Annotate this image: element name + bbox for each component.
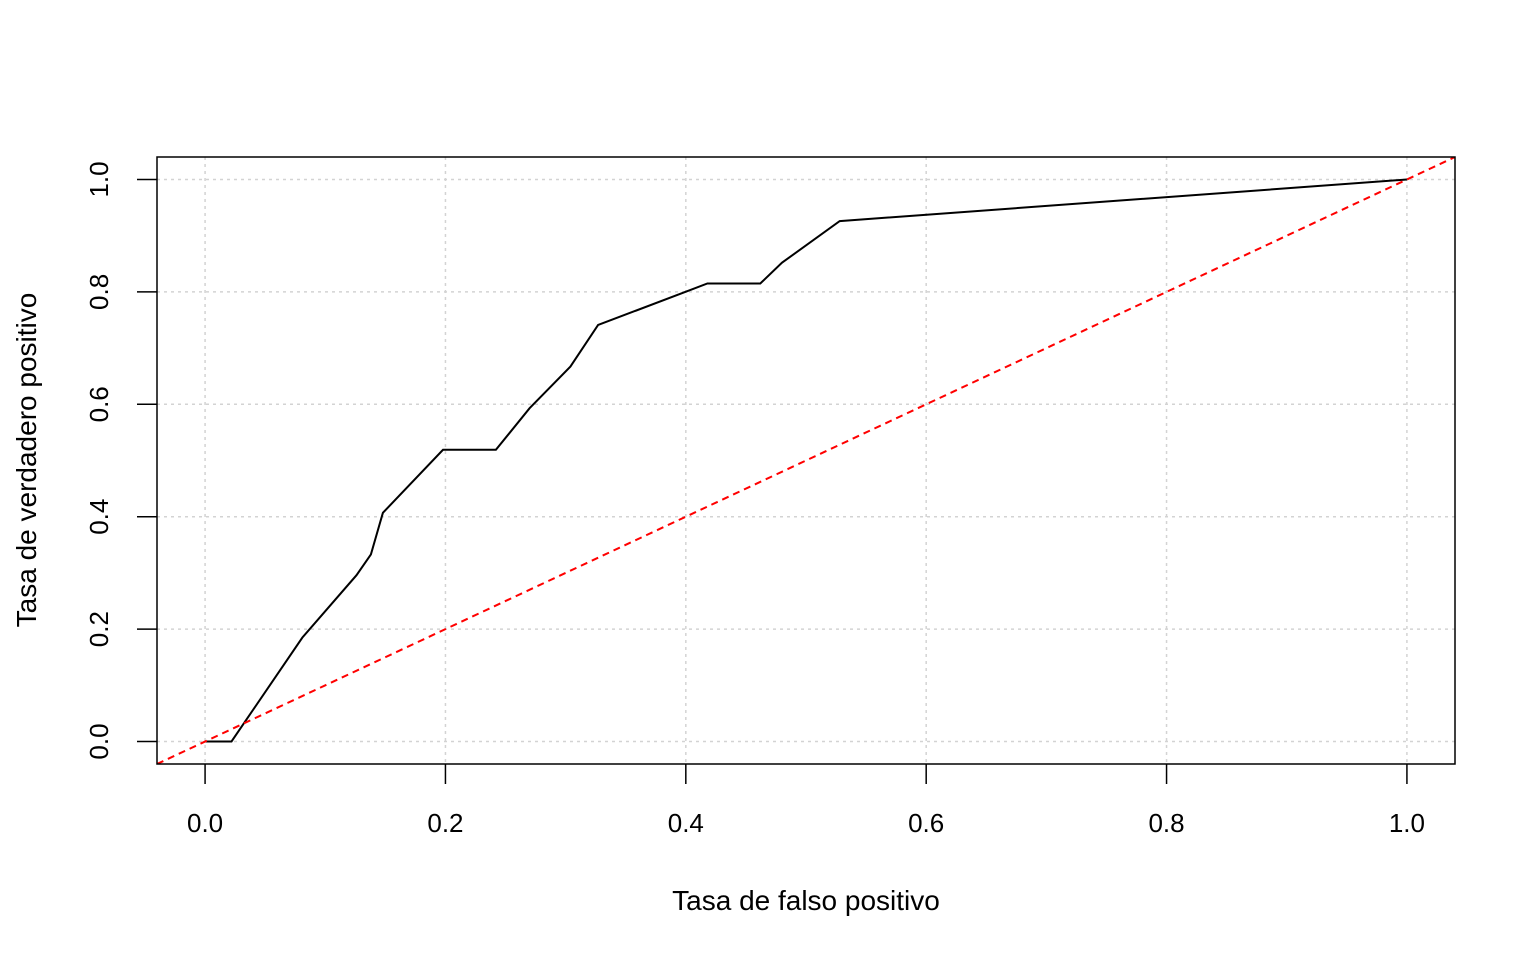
- series-line-0: [205, 178, 1407, 743]
- y-tick-label-3: 0.6: [84, 386, 114, 422]
- y-axis: 0.0 0.2 0.4 0.6 0.8 1.0: [84, 161, 157, 760]
- x-axis-title: Tasa de falso positivo: [672, 885, 940, 916]
- y-tick-label-4: 0.8: [84, 274, 114, 310]
- y-tick-label-0: 0.0: [84, 723, 114, 759]
- series-layer: [157, 157, 1455, 764]
- y-axis-title: Tasa de verdadero positivo: [11, 293, 42, 628]
- x-axis: 0.0 0.2 0.4 0.6 0.8 1.0: [187, 764, 1425, 838]
- plot-frame: [156, 156, 1456, 765]
- y-tick-label-5: 1.0: [84, 161, 114, 197]
- x-tick-label-0: 0.0: [187, 808, 223, 838]
- x-tick-label-2: 0.4: [668, 808, 704, 838]
- y-tick-label-1: 0.2: [84, 611, 114, 647]
- x-tick-label-4: 0.8: [1148, 808, 1184, 838]
- y-tick-label-2: 0.4: [84, 499, 114, 535]
- grid: [157, 157, 1455, 764]
- x-tick-label-5: 1.0: [1389, 808, 1425, 838]
- x-tick-label-3: 0.6: [908, 808, 944, 838]
- series-line-1: [157, 157, 1455, 764]
- x-tick-label-1: 0.2: [427, 808, 463, 838]
